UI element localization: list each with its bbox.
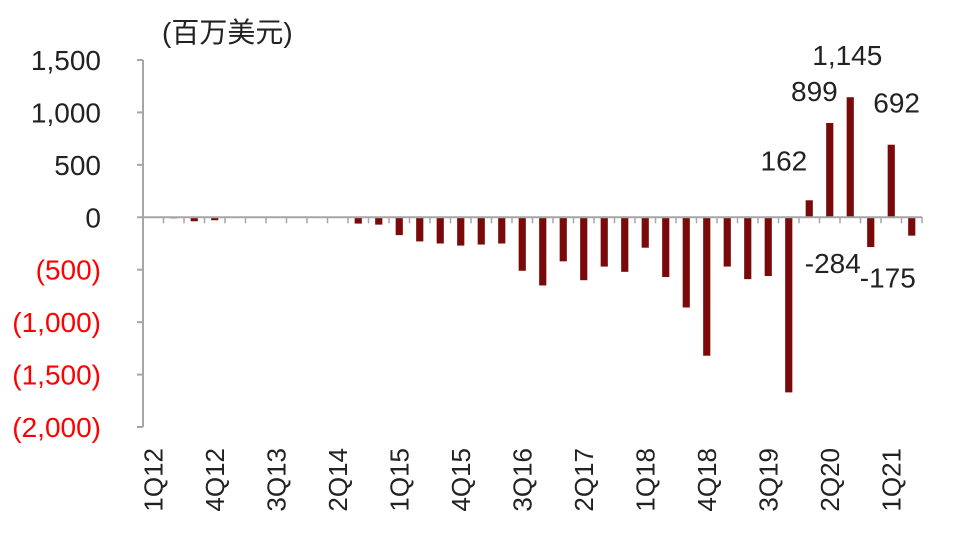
x-tick-label: 1Q21 <box>876 448 906 512</box>
y-tick-label: (500) <box>36 255 101 286</box>
bar-4Q16 <box>539 217 547 286</box>
data-label-2Q21: -175 <box>860 263 916 294</box>
bar-1Q17 <box>559 217 567 262</box>
y-tick-label: 0 <box>85 202 101 233</box>
data-label-2Q20: 899 <box>791 76 838 107</box>
y-tick-label: 1,000 <box>31 97 101 128</box>
bar-1Q18 <box>641 217 649 248</box>
bar-3Q18 <box>682 217 690 308</box>
y-tick-label: 500 <box>54 150 101 181</box>
bar-3Q16 <box>518 217 526 271</box>
bar-3Q14 <box>354 217 362 224</box>
bar-2Q21 <box>908 217 916 236</box>
bar-2Q19 <box>744 217 752 280</box>
x-tick-label: 1Q15 <box>384 448 414 512</box>
bar-2Q15 <box>416 217 424 242</box>
bar-3Q12 <box>190 217 198 222</box>
bar-3Q20 <box>846 97 854 218</box>
data-label-1Q21: 692 <box>873 88 920 119</box>
data-labels-group: 162 899 1,145 -284 692 -175 <box>761 40 920 293</box>
data-label-1Q20: 162 <box>761 145 808 176</box>
x-tick-label: 3Q19 <box>753 448 783 512</box>
y-tick-label: 1,500 <box>31 45 101 76</box>
x-tick-label: 4Q15 <box>446 448 476 512</box>
bar-4Q14 <box>375 217 383 225</box>
bar-4Q19 <box>785 217 793 393</box>
x-tick-label: 4Q18 <box>692 448 722 512</box>
x-tick-label: 2Q14 <box>323 448 353 512</box>
x-ticks-group: 1Q12 4Q12 3Q13 2Q14 1Q15 4Q15 3Q16 2Q17 1Q18 4Q18… <box>138 448 906 512</box>
unit-label: (百万美元) <box>162 17 293 48</box>
x-tick-label: 4Q12 <box>200 448 230 512</box>
data-label-4Q20: -284 <box>805 248 861 279</box>
bar-3Q19 <box>764 217 772 277</box>
bar-4Q15 <box>457 217 465 246</box>
y-tick-label: (1,500) <box>12 360 101 391</box>
x-tick-label: 2Q20 <box>815 448 845 512</box>
bar-1Q21 <box>887 144 895 218</box>
bar-4Q20 <box>867 217 875 248</box>
bar-1Q15 <box>395 217 403 236</box>
bar-2Q20 <box>826 123 834 218</box>
bar-1Q20 <box>805 200 813 218</box>
bar-1Q16 <box>477 217 485 245</box>
x-tick-label: 3Q16 <box>507 448 537 512</box>
y-tick-label: (1,000) <box>12 307 101 338</box>
y-ticks-group: 1,500 1,000 500 0 (500) (1,000) (1,500) (2,000) <box>12 45 101 443</box>
bar-2Q18 <box>662 217 670 278</box>
axes-group <box>137 59 923 428</box>
bars-group <box>170 97 916 393</box>
bar-3Q15 <box>436 217 444 244</box>
x-tick-label: 2Q17 <box>569 448 599 512</box>
bar-4Q12 <box>211 217 219 221</box>
bar-2Q17 <box>580 217 588 281</box>
bar-4Q18 <box>703 217 711 356</box>
bar-2Q16 <box>498 217 506 244</box>
x-tick-label: 1Q12 <box>138 448 168 512</box>
bar-1Q19 <box>723 217 731 267</box>
x-tick-label: 3Q13 <box>261 448 291 512</box>
y-tick-label: (2,000) <box>12 412 101 443</box>
data-label-3Q20: 1,145 <box>812 40 882 71</box>
x-tick-label: 1Q18 <box>630 448 660 512</box>
bar-4Q17 <box>621 217 629 272</box>
bar-3Q17 <box>600 217 608 267</box>
